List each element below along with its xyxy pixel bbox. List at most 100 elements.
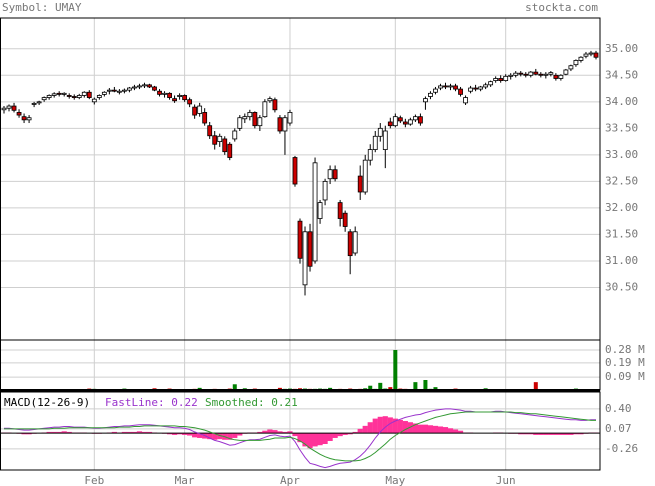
macd-histogram-bar [558,433,564,435]
volume-bar [388,387,393,390]
candle-body [277,117,283,132]
candle-body [573,60,579,66]
candle-body [41,97,47,101]
candle-body [352,231,358,254]
candle-body [493,78,499,81]
candle-body [503,75,509,81]
candle-body [548,72,554,75]
macd-histogram-bar [377,416,383,434]
x-tick-label: Jun [496,474,516,486]
macd-histogram-bar [317,433,323,446]
macd-histogram-bar [528,433,534,435]
macd-histogram-bar [347,433,353,435]
macd-histogram-bar [332,433,338,438]
volume-bar [277,387,282,390]
candle-body [473,87,478,90]
macd-histogram-bar [302,433,308,447]
candle-body [443,85,448,88]
macd-histogram-bar [578,433,584,435]
volume-bar [533,382,538,390]
candle-body [267,98,273,102]
volume-bar [378,382,383,390]
y-tick-label: 34.00 [605,95,638,108]
macd-histogram-bar [136,431,143,434]
macd-histogram-bar [447,428,454,434]
volume-bar [433,387,438,390]
candle-body [76,95,82,98]
candle-body [578,56,584,61]
candle-body [31,103,37,105]
macd-histogram-bar [307,433,313,449]
candle-body [237,117,243,129]
macd-histogram-bar [26,433,32,435]
macd-histogram-bar [141,431,148,434]
candle-body [593,52,599,58]
macd-histogram-bar [372,418,378,434]
candle-body [6,105,12,109]
candle-body [533,71,539,75]
macd-histogram-bar [362,425,368,434]
macd-histogram-bar [568,433,574,435]
candle-body [272,99,278,111]
macd-histogram-bar [267,429,273,434]
candle-body [242,116,248,120]
candle-body [207,125,213,137]
candle-body [382,130,388,150]
y-tick-label: -0.26 [605,442,638,455]
candle-body [262,101,268,118]
candle-body [483,84,489,88]
macd-histogram-bar [523,433,529,435]
candle-body [342,212,348,227]
candle-body [583,53,589,57]
macd-histogram-bar [176,433,183,435]
volume-bar [393,350,398,390]
macd-histogram-bar [171,433,178,435]
macd-histogram-bar [397,419,403,434]
candle-body [287,112,293,124]
volume-bar [197,387,202,390]
candle-body [448,85,453,88]
macd-histogram-bar [131,431,138,434]
candle-body [568,65,574,70]
x-tick-label: Feb [84,474,104,486]
x-tick-label: May [385,474,405,486]
macd-histogram-bar [212,433,218,440]
macd-histogram-bar [146,431,153,434]
macd-histogram-bar [563,433,569,435]
macd-histogram-bar [187,433,193,436]
macd-histogram-bar [46,431,52,434]
candle-body [337,202,343,219]
legend-entry: Smoothed: 0.21 [205,396,298,409]
volume-bar [368,385,373,390]
candle-body [81,91,87,96]
volume-bar [413,382,418,390]
candle-body [1,107,7,111]
candle-body [116,90,122,93]
macd-histogram-bar [518,433,524,435]
candle-body [538,73,544,76]
macd-histogram-bar [457,430,464,434]
candle-body [66,95,72,97]
y-tick-label: 32.50 [605,174,638,187]
macd-histogram-bar [257,431,263,434]
candle-body [347,231,353,257]
candle-body [177,95,182,97]
macd-histogram-bar [56,431,62,434]
candle-body [71,96,77,98]
candle-body [162,92,167,95]
candle-body [111,89,117,92]
candle-body [553,74,559,79]
candle-body [428,92,433,97]
candle-body [307,231,313,267]
macd-histogram-bar [342,433,348,435]
candle-body [433,88,438,93]
candle-body [91,98,97,103]
candle-body [523,73,529,76]
panel-separator [0,389,600,392]
candle-body [392,116,398,127]
macd-histogram-bar [387,417,393,434]
candle-body [56,92,62,95]
y-tick-label: 0.28 M [605,343,645,356]
macd-histogram-bar [553,433,559,435]
candle-body [36,101,42,104]
